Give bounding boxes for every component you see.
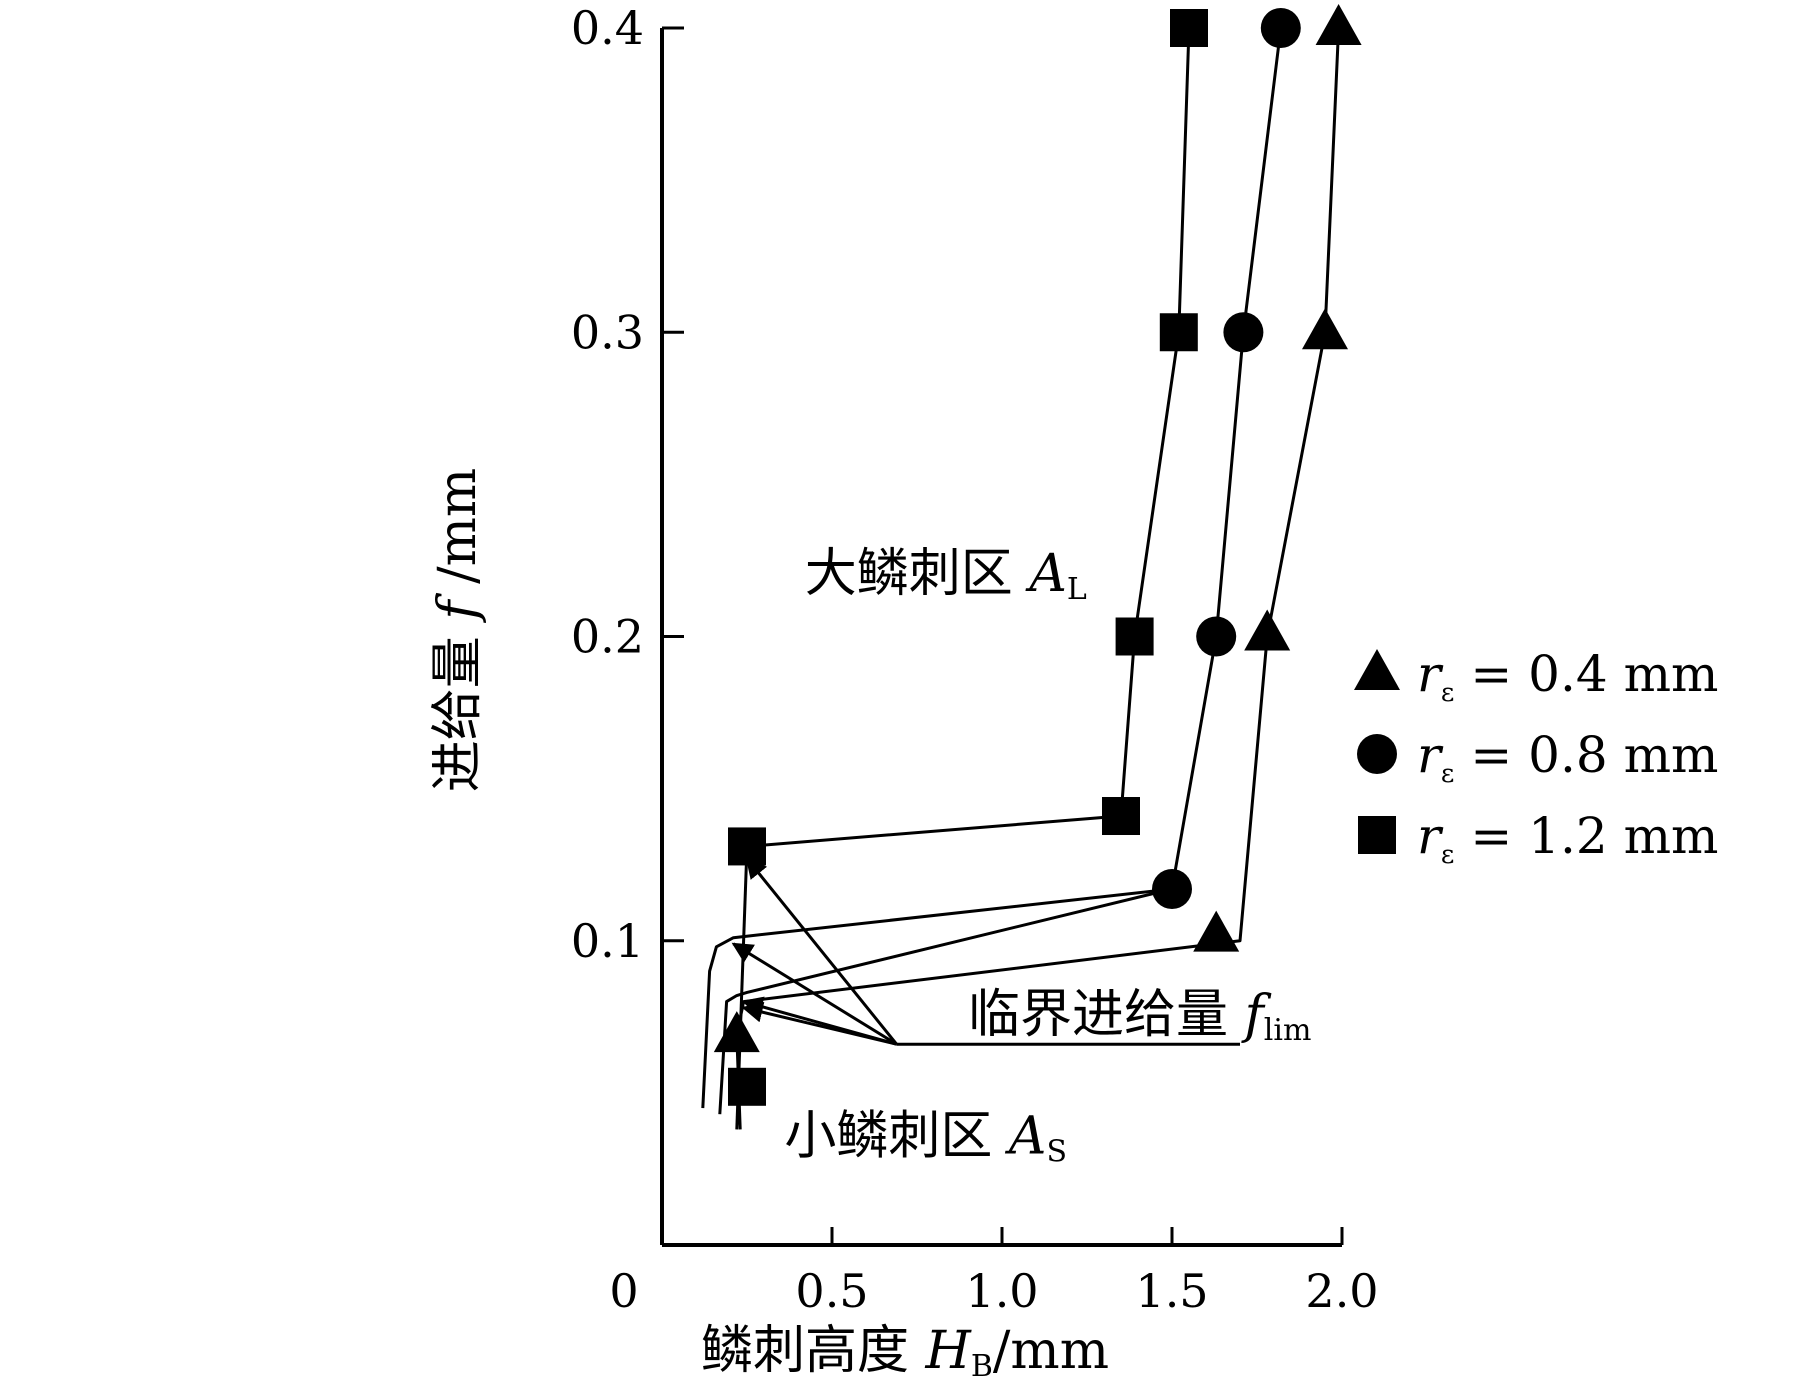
- legend-label-var: r: [1417, 645, 1444, 703]
- x-tick-label: 2.0: [1305, 1264, 1378, 1318]
- y-axis-label-prefix: 进给量: [428, 620, 488, 793]
- legend-label-value: = 0.8 mm: [1470, 726, 1718, 784]
- critical-feed-arrows: [731, 856, 1240, 1046]
- marker-triangle: [1193, 910, 1240, 952]
- large-burr-zone-sub: L: [1067, 572, 1087, 607]
- marker-triangle: [1315, 4, 1362, 45]
- axes: 0.5 1.0 1.5 2.0 0.1 0.2 0.3 0.4 0: [571, 1, 1379, 1318]
- legend-label-sub: ε: [1441, 840, 1454, 870]
- legend-label: rε = 0.4 mm: [1417, 645, 1718, 708]
- y-ticks: 0.1 0.2 0.3 0.4: [571, 1, 684, 968]
- critical-feed-label: 临界进给量 flim: [968, 985, 1311, 1048]
- marker-square: [728, 1067, 766, 1106]
- small-burr-zone-text: 小鳞刺区: [784, 1107, 1009, 1167]
- annotations: 大鳞刺区 AL 小鳞刺区 AS 临界进给量 flim: [784, 544, 1311, 1170]
- legend-label-var: r: [1417, 807, 1444, 865]
- legend-entry: rε = 1.2 mm: [1358, 807, 1718, 870]
- y-tick-label: 0.1: [571, 914, 644, 968]
- legend-marker-triangle: [1354, 649, 1400, 690]
- x-ticks: 0.5 1.0 1.5 2.0: [795, 1227, 1379, 1318]
- series-markers: [713, 4, 1362, 1106]
- small-burr-zone-sub: S: [1046, 1135, 1067, 1170]
- legend-label: rε = 0.8 mm: [1417, 726, 1718, 789]
- x-tick-label: 0.5: [795, 1264, 868, 1318]
- y-tick-label: 0.3: [571, 305, 644, 359]
- large-burr-zone-label: 大鳞刺区 AL: [805, 544, 1087, 607]
- small-burr-zone-var: A: [1005, 1107, 1047, 1167]
- y-tick-label: 0.4: [571, 1, 644, 55]
- marker-square: [1102, 797, 1140, 836]
- marker-circle: [1152, 869, 1192, 910]
- x-tick-label: 1.0: [965, 1264, 1038, 1318]
- marker-circle: [1260, 8, 1301, 48]
- x-axis-label-prefix: 鳞刺高度: [701, 1321, 926, 1377]
- marker-triangle: [1244, 609, 1291, 651]
- legend-entry: rε = 0.4 mm: [1354, 645, 1718, 708]
- legend-marker-square: [1358, 816, 1396, 854]
- large-burr-zone-var: A: [1025, 544, 1067, 604]
- x-axis-label: 鳞刺高度 HB/mm: [701, 1321, 1109, 1377]
- legend-entry: rε = 0.8 mm: [1357, 726, 1718, 789]
- x-axis-label-var: H: [924, 1321, 972, 1377]
- legend-label-sub: ε: [1441, 678, 1454, 708]
- y-axis-label: 进给量 f /mm: [428, 468, 488, 792]
- origin-label: 0: [609, 1264, 638, 1318]
- legend-label-value: = 1.2 mm: [1470, 807, 1718, 865]
- marker-square: [1170, 9, 1208, 47]
- legend-label: rε = 1.2 mm: [1417, 807, 1718, 870]
- marker-triangle: [1302, 308, 1348, 350]
- legend-label-var: r: [1417, 726, 1444, 784]
- marker-square: [1115, 617, 1154, 656]
- x-axis-label-sub: B: [971, 1349, 993, 1377]
- legend-label-value: = 0.4 mm: [1470, 645, 1718, 703]
- marker-square: [728, 827, 766, 866]
- critical-feed-arrow: [731, 942, 898, 1046]
- legend-marker-circle: [1357, 734, 1397, 774]
- series-line-square: [746, 27, 1191, 848]
- critical-feed-arrow: [741, 1001, 897, 1046]
- svg-text:鳞刺高度 HB/mm: 鳞刺高度 HB/mm: [701, 1321, 1109, 1377]
- critical-feed-arrow: [745, 856, 898, 1046]
- large-burr-zone-text: 大鳞刺区: [805, 544, 1030, 604]
- critical-feed-text: 临界进给量: [968, 985, 1245, 1045]
- critical-feed-sub: lim: [1264, 1013, 1312, 1048]
- marker-triangle: [713, 1011, 760, 1053]
- series-line-circle: [718, 27, 1283, 1115]
- small-burr-zone-label: 小鳞刺区 AS: [784, 1107, 1067, 1170]
- legend-label-sub: ε: [1441, 759, 1454, 789]
- svg-text:进给量 f /mm: 进给量 f /mm: [428, 468, 488, 792]
- marker-square: [1159, 313, 1198, 352]
- series-line-square-lower: [701, 887, 1173, 1109]
- marker-circle: [1223, 312, 1264, 353]
- x-axis-label-suffix: /mm: [993, 1321, 1109, 1377]
- marker-circle: [1196, 616, 1237, 657]
- y-tick-label: 0.2: [571, 610, 644, 664]
- x-tick-label: 1.5: [1135, 1264, 1208, 1318]
- y-axis-label-suffix: /mm: [428, 468, 488, 601]
